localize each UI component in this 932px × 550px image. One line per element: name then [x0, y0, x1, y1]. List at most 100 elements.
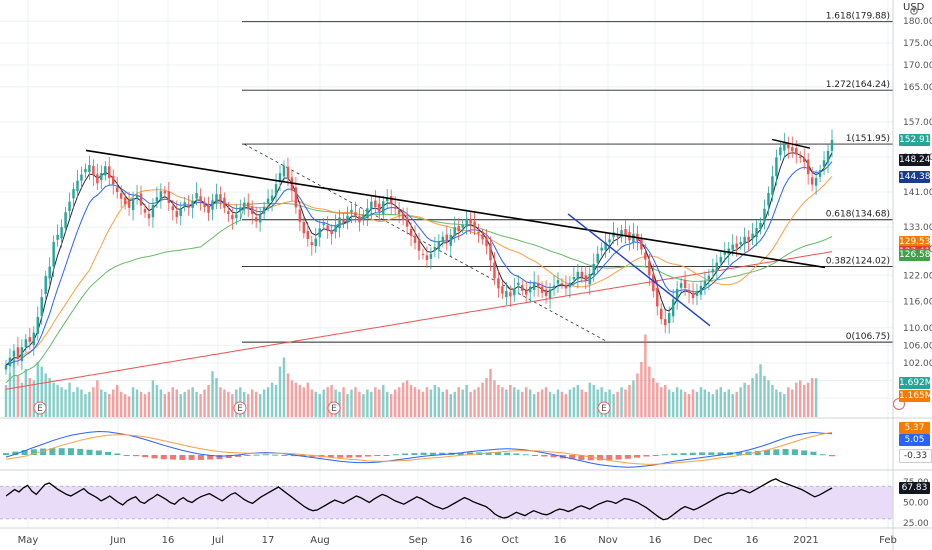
macd-histogram-bar — [114, 453, 121, 455]
volume-bar — [24, 368, 28, 417]
candle-body — [223, 197, 226, 208]
candle-body — [334, 224, 337, 232]
volume-bar — [314, 391, 317, 417]
volume-bar — [636, 373, 639, 417]
macd-histogram-bar — [142, 455, 149, 458]
fibonacci-retracement[interactable]: 1.618(179.88) 1.272(164.24) 1(151.95) 0.618… — [242, 12, 893, 343]
volume-bar — [596, 389, 599, 417]
candle-body — [715, 262, 719, 272]
macd-histogram-bar — [411, 453, 418, 455]
volume-bar — [211, 371, 214, 417]
candle-body — [294, 187, 298, 208]
candle-body — [8, 357, 12, 367]
candle-body — [572, 277, 576, 280]
candle-body — [310, 242, 314, 246]
price-tick-label: 180.00 — [903, 17, 932, 27]
candle-body — [826, 150, 830, 163]
volume-bar — [322, 389, 325, 417]
candle-body — [179, 209, 182, 216]
volume-bar — [254, 391, 258, 417]
volume-bar — [223, 389, 226, 417]
candle-body — [640, 238, 643, 250]
volume-bar — [457, 387, 460, 417]
volume-bar — [592, 384, 595, 417]
volume-bar — [509, 384, 512, 417]
macd-histogram-bar — [67, 448, 74, 455]
candle-body — [322, 223, 325, 226]
volume-bar — [687, 394, 691, 417]
volume-bar — [179, 394, 182, 417]
macd-histogram-bar — [569, 455, 576, 460]
volume-bar — [250, 389, 254, 417]
volume-bar — [12, 357, 16, 417]
candle-body — [779, 147, 782, 156]
volume-bar — [227, 391, 230, 417]
volume-bar — [656, 382, 659, 417]
candle-body — [350, 210, 353, 213]
candle-body — [433, 247, 437, 251]
candle-body — [588, 273, 591, 285]
macd-histogram-bar — [346, 455, 353, 458]
volume-bar — [568, 389, 572, 417]
volume-bar — [632, 380, 635, 417]
volume-bar — [262, 389, 266, 417]
candle-body — [171, 206, 175, 211]
macd-signal-badge: 5.37 — [899, 422, 930, 434]
macd-histogram-bar — [429, 452, 436, 455]
candle-body — [568, 282, 572, 288]
volume-bar — [84, 394, 87, 417]
candle-body — [40, 297, 43, 316]
volume-bar — [139, 391, 143, 417]
candle-body — [580, 271, 584, 278]
x-tick-label: Jul — [211, 535, 224, 546]
macd-histogram-bar — [754, 450, 761, 455]
volume-bar — [298, 384, 302, 417]
candle-body — [497, 278, 500, 289]
volume-bar — [409, 384, 413, 417]
volume-bar — [473, 389, 476, 417]
volume-bar — [389, 394, 393, 417]
candle-body — [64, 212, 67, 229]
volume-bar — [163, 394, 167, 417]
sma-200-line — [5, 251, 833, 390]
rsi-tick-label: 25.00 — [903, 519, 929, 529]
candle-body — [417, 240, 421, 251]
candle-body — [552, 285, 556, 290]
candle-body — [596, 253, 599, 263]
macd-histogram-bar — [262, 454, 269, 456]
candle-body — [759, 222, 762, 230]
volume-bar — [4, 384, 8, 417]
candle-body — [584, 275, 588, 281]
macd-histogram-bar — [773, 449, 780, 455]
price-tick-label: 141.00 — [903, 188, 932, 198]
volume-bar — [72, 391, 75, 417]
price-badge: 148.24 — [899, 154, 931, 167]
gear-icon[interactable] — [908, 5, 920, 17]
volume-bar — [695, 391, 699, 417]
volume-bar — [485, 378, 488, 417]
volume-bar — [44, 373, 47, 417]
candle-body — [147, 213, 151, 219]
candle-body — [72, 188, 75, 199]
macd-histogram-bar — [86, 449, 93, 455]
candle-body — [163, 191, 167, 194]
volume-bar — [104, 391, 107, 417]
macd-histogram-bar — [281, 455, 288, 456]
candle-body — [767, 192, 770, 206]
candle-body — [739, 242, 742, 245]
candle-body — [663, 319, 667, 326]
candle-body — [802, 157, 806, 162]
volume-bar — [60, 387, 63, 417]
volume-bar — [548, 391, 552, 417]
volume-bar — [338, 391, 341, 417]
macd-histogram-bar — [383, 455, 390, 456]
trendline-drawings[interactable] — [85, 138, 826, 327]
candle-body — [131, 198, 135, 211]
candle-body — [28, 337, 32, 342]
volume-bar — [88, 391, 91, 417]
candle-body — [254, 217, 258, 222]
volume-bar — [652, 378, 655, 417]
macd-histogram-bar — [374, 455, 381, 456]
